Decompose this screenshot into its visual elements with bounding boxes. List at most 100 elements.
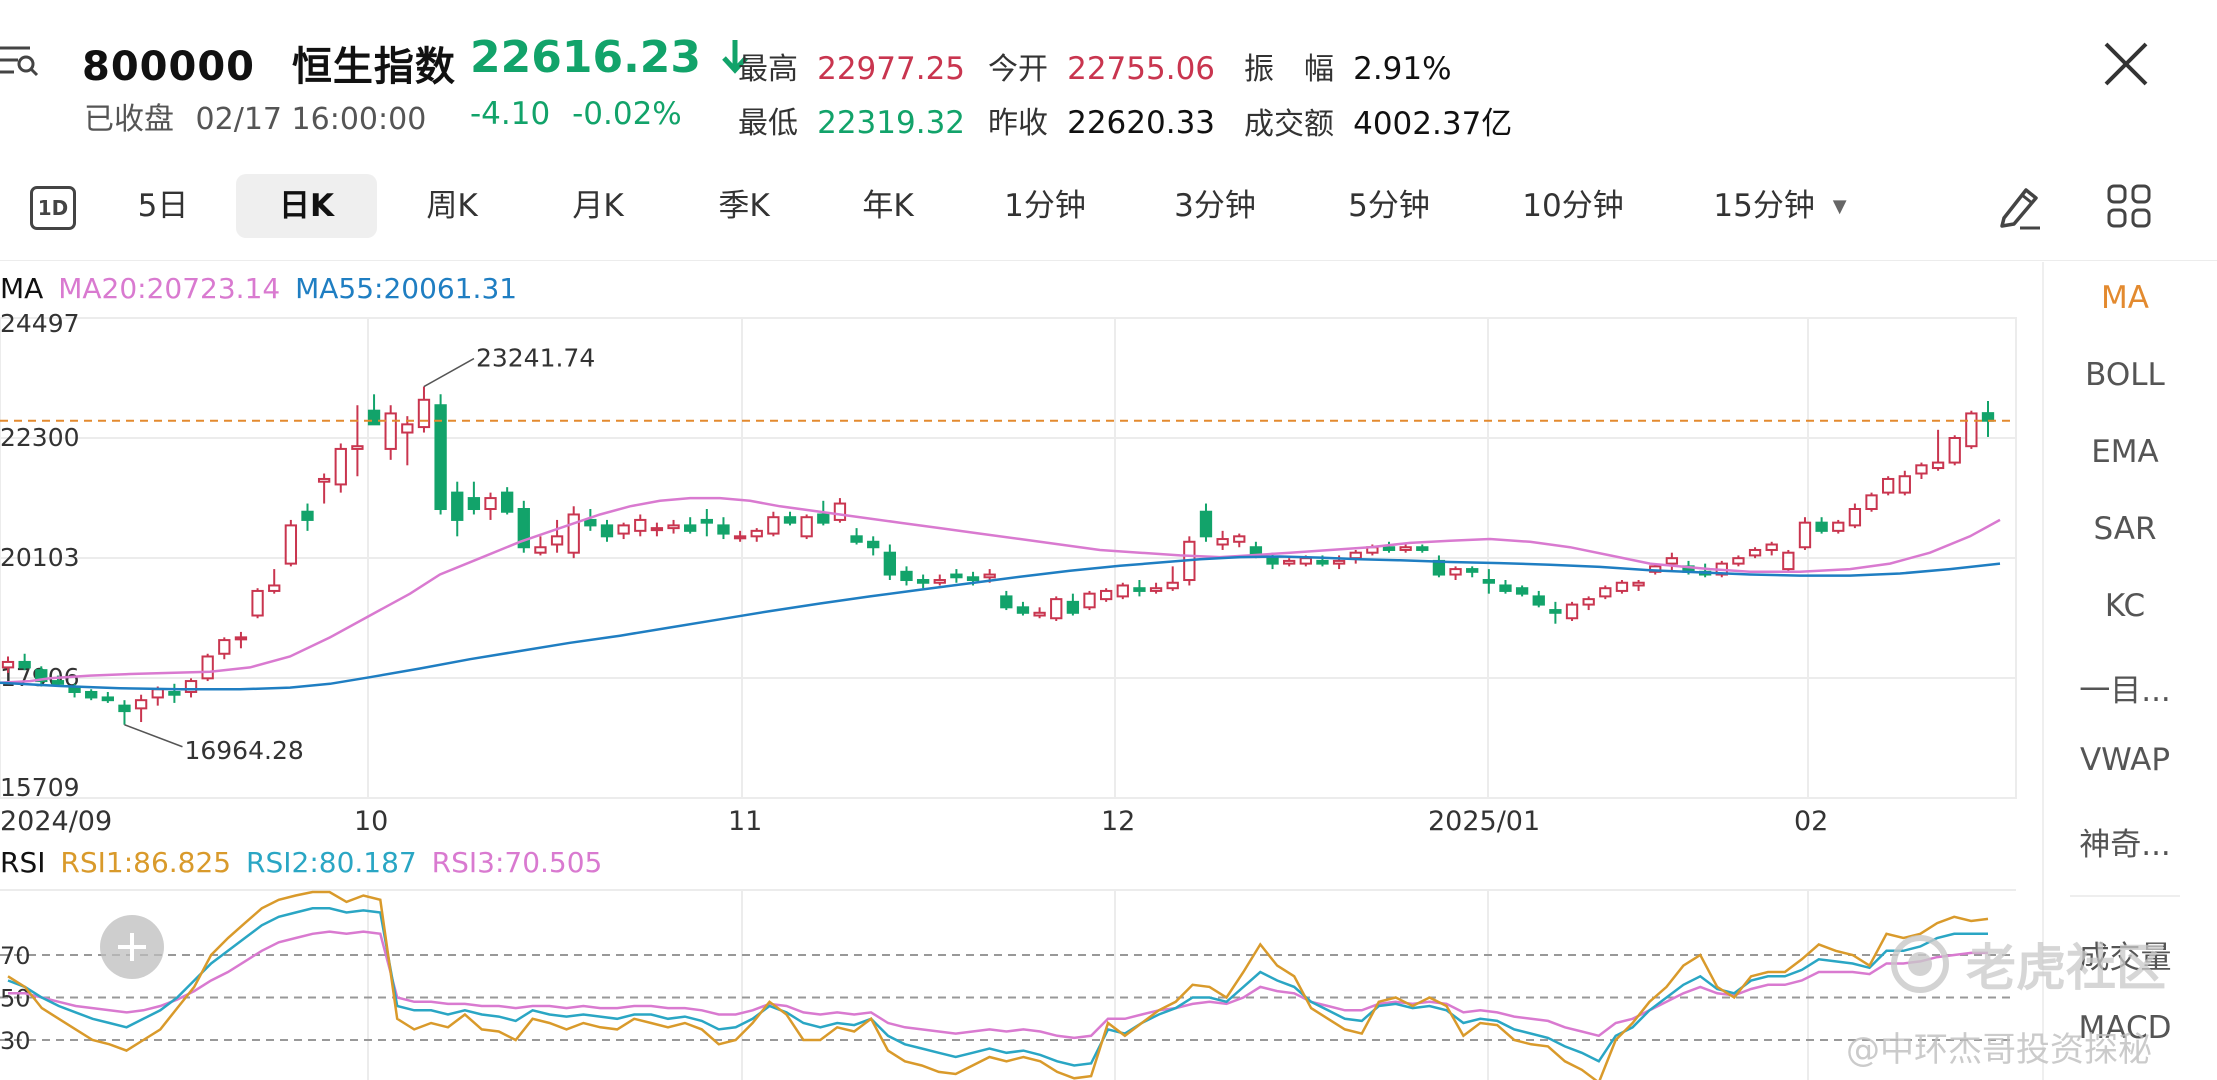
high-annotation: 23241.74 — [476, 344, 595, 373]
indicator-macd[interactable]: MACD — [2078, 1010, 2172, 1046]
candle-up — [484, 497, 497, 511]
candle-up — [550, 535, 564, 546]
candle-up — [1233, 535, 1246, 543]
candle-down — [501, 491, 514, 513]
candle-up — [334, 447, 347, 486]
tab-15min-dropdown[interactable]: 15分钟 ▼ — [1700, 174, 1860, 238]
tab-1min[interactable]: 1分钟 — [1004, 188, 1086, 224]
plus-icon — [118, 933, 146, 961]
watermark-brand: 老虎社区 — [1966, 939, 2166, 997]
period-tabs: 1D 5日 日K 周K 月K 季K 年K 1分钟 3分钟 5分钟 10分钟 15… — [0, 174, 2151, 238]
candle-down — [717, 524, 730, 535]
candle-up — [983, 573, 996, 579]
high-annotation-leader — [423, 357, 475, 388]
candle-down — [434, 404, 447, 511]
candle-down — [867, 540, 880, 549]
candle-up — [201, 655, 214, 680]
tab-weekly-k[interactable]: 周K — [426, 188, 478, 224]
candle-up — [750, 529, 763, 538]
tab-10min[interactable]: 10分钟 — [1522, 188, 1624, 224]
tab-yearly-k[interactable]: 年K — [862, 188, 914, 224]
y-tick-label: 22300 — [0, 423, 80, 452]
ma-legend-prefix: MA — [0, 272, 44, 305]
y-tick-label: 15709 — [0, 773, 80, 802]
close-icon[interactable] — [2102, 40, 2150, 88]
indicator-ichimoku[interactable]: 一目... — [2079, 673, 2171, 709]
sidebar-section-divider — [2070, 895, 2180, 897]
candle-down — [916, 579, 930, 584]
ma55-line — [0, 555, 2001, 691]
tab-daily-k[interactable]: 日K — [236, 174, 377, 238]
grid-icon[interactable] — [2104, 174, 2154, 238]
candle-up — [1848, 508, 1862, 527]
candle-down — [1815, 521, 1828, 532]
tab-3min[interactable]: 3分钟 — [1174, 188, 1256, 224]
candle-up — [1632, 581, 1645, 587]
stat-label: 最高 — [738, 52, 798, 87]
stat-value: 22977.25 — [817, 51, 966, 87]
candle-up — [767, 516, 780, 535]
tab-quarterly-k[interactable]: 季K — [718, 188, 770, 224]
candle-up — [1050, 598, 1063, 620]
candle-up — [1898, 475, 1911, 494]
pencil-icon[interactable] — [1995, 174, 2045, 238]
watermark-author: @中环杰哥投资探秘 — [1846, 1030, 2152, 1070]
add-indicator-button[interactable] — [100, 915, 164, 979]
candle-up — [1299, 557, 1312, 565]
candle-down — [451, 491, 464, 521]
stat-label: 今开 — [988, 52, 1048, 87]
indicator-vwap[interactable]: VWAP — [2079, 742, 2171, 778]
indicator-ema[interactable]: EMA — [2091, 434, 2159, 470]
candle-down — [1416, 546, 1429, 551]
candle-up — [534, 546, 547, 554]
candle-up — [733, 535, 747, 540]
candle-down — [1266, 557, 1279, 565]
rsi2-legend: RSI2:80.187 — [246, 846, 417, 879]
tab-1d-icon[interactable]: 1D — [30, 174, 76, 238]
menu-list-icon[interactable] — [0, 40, 40, 84]
candle-down — [101, 696, 114, 702]
change-percent: -0.02% — [572, 96, 682, 132]
indicator-sar[interactable]: SAR — [2093, 511, 2157, 547]
candle-up — [234, 636, 248, 641]
ma-legend: MA MA20:20723.14 MA55:20061.31 — [0, 272, 517, 305]
indicator-boll[interactable]: BOLL — [2085, 357, 2165, 393]
tab-15min-label: 15分钟 — [1713, 188, 1815, 224]
candle-up — [1599, 587, 1612, 598]
candle-down — [1382, 546, 1396, 551]
candle-down — [35, 669, 48, 683]
rsi-legend: RSI RSI1:86.825 RSI2:80.187 RSI3:70.505 — [0, 846, 602, 879]
tab-5day[interactable]: 5日 — [137, 188, 189, 224]
x-tick-label: 02 — [1794, 806, 1828, 837]
caret-down-icon: ▼ — [1832, 196, 1847, 217]
candle-up — [268, 584, 281, 592]
indicator-magic[interactable]: 神奇... — [2079, 827, 2171, 863]
tab-5min[interactable]: 5分钟 — [1348, 188, 1430, 224]
candle-up — [317, 477, 331, 483]
stat-prev-close: 昨收 22620.33 — [988, 98, 1215, 142]
kline-chart[interactable]: 24497223002010317906157092024/0910111220… — [0, 0, 2040, 1080]
candle-up — [1948, 437, 1961, 464]
indicator-sidebar-divider — [2042, 262, 2044, 1080]
x-tick-label: 2025/01 — [1428, 806, 1540, 837]
tab-monthly-k[interactable]: 月K — [572, 188, 624, 224]
indicator-kc[interactable]: KC — [2104, 588, 2146, 624]
candle-down — [817, 513, 830, 524]
stat-low: 最低 22319.32 — [738, 98, 965, 142]
candle-up — [617, 524, 630, 535]
indicator-volume[interactable]: 成交量 — [2078, 940, 2172, 976]
stat-high: 最高 22977.25 — [738, 44, 965, 88]
stock-title: 800000 恒生指数 — [82, 34, 456, 92]
candle-down — [1199, 510, 1213, 538]
x-tick-label: 2024/09 — [0, 806, 112, 837]
status-datetime: 02/17 16:00:00 — [195, 102, 427, 137]
indicator-ma[interactable]: MA — [2101, 280, 2149, 316]
rsi1-line — [7, 890, 1989, 1080]
stat-open: 今开 22755.06 — [988, 44, 1215, 88]
candle-up — [1665, 557, 1679, 565]
candle-up — [1332, 559, 1346, 565]
candle-down — [1482, 579, 1495, 584]
price-change: -4.10 -0.02% — [470, 96, 682, 132]
candle-up — [1765, 543, 1778, 551]
price-value: 22616.23 — [470, 32, 702, 83]
